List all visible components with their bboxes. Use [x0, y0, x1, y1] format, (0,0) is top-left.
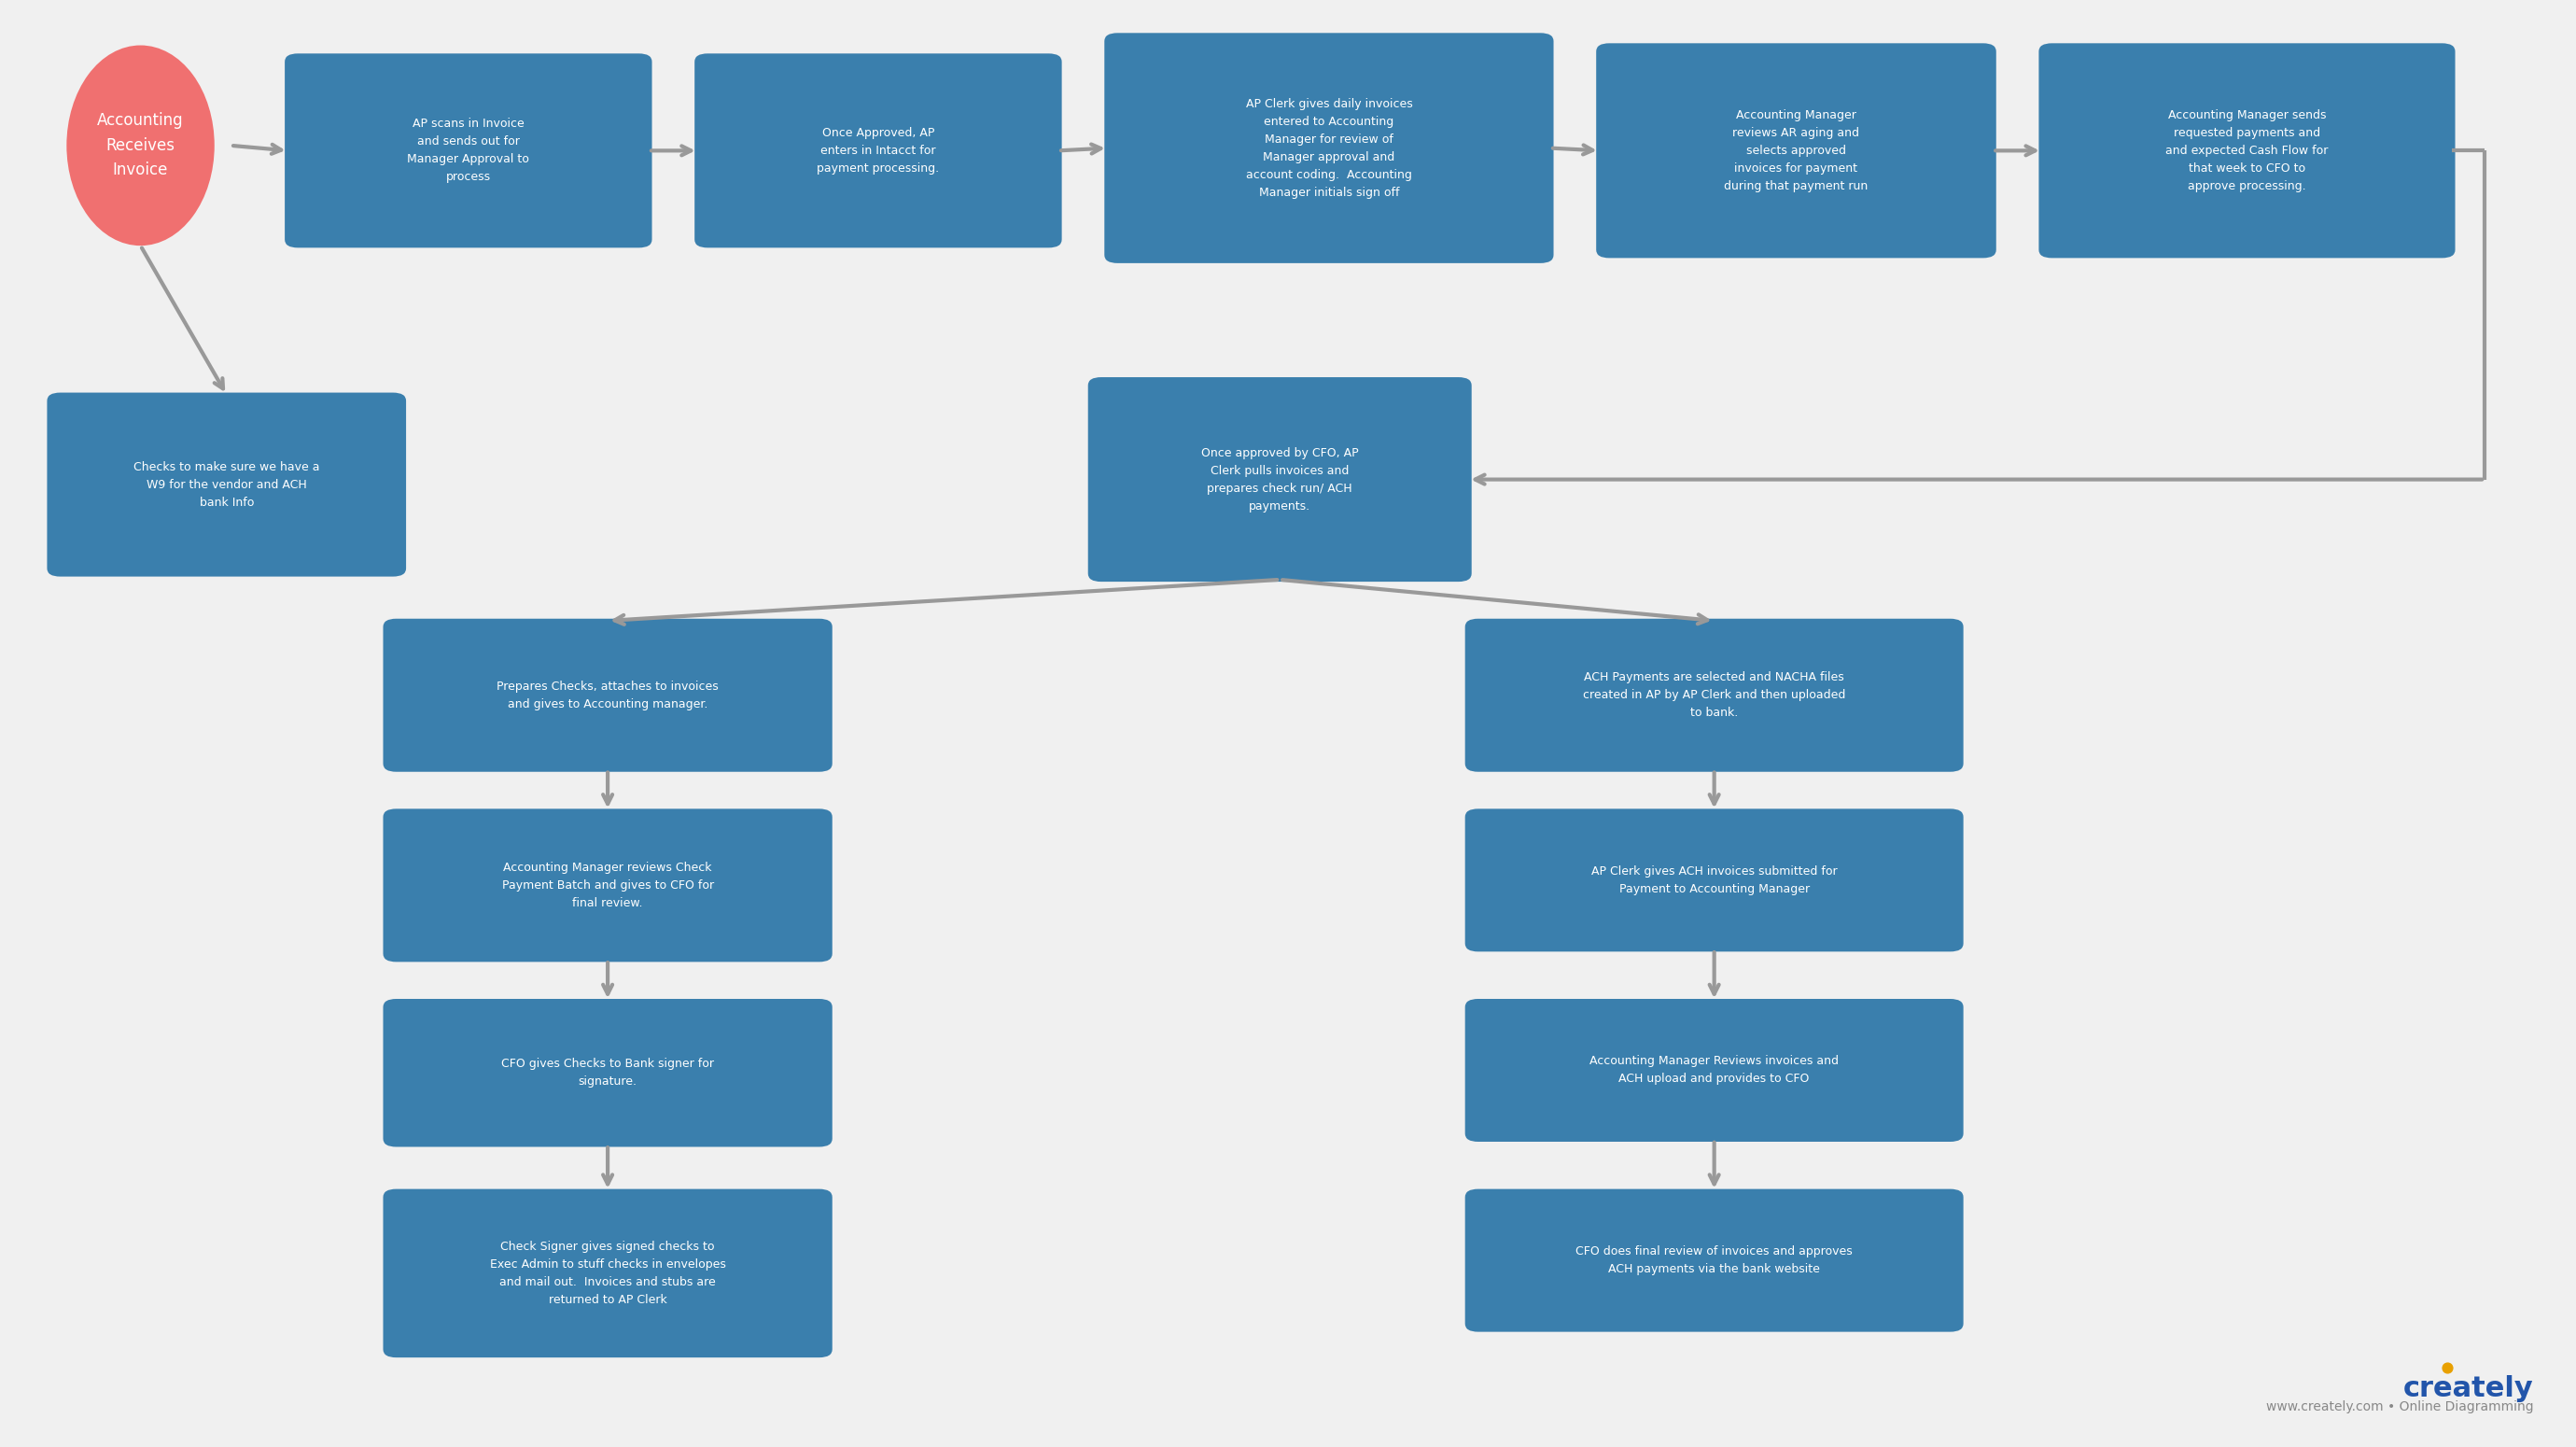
Point	[2427, 1356, 2468, 1379]
FancyBboxPatch shape	[696, 54, 1061, 247]
FancyBboxPatch shape	[1466, 1189, 1963, 1331]
FancyBboxPatch shape	[1597, 43, 1996, 258]
Text: Accounting Manager sends
requested payments and
and expected Cash Flow for
that : Accounting Manager sends requested payme…	[2166, 109, 2329, 192]
FancyBboxPatch shape	[384, 998, 832, 1147]
FancyBboxPatch shape	[1466, 998, 1963, 1142]
Text: Accounting Manager Reviews invoices and
ACH upload and provides to CFO: Accounting Manager Reviews invoices and …	[1589, 1055, 1839, 1085]
Text: Accounting Manager reviews Check
Payment Batch and gives to CFO for
final review: Accounting Manager reviews Check Payment…	[502, 861, 714, 909]
Text: Accounting
Receives
Invoice: Accounting Receives Invoice	[98, 113, 183, 178]
Text: Check Signer gives signed checks to
Exec Admin to stuff checks in envelopes
and : Check Signer gives signed checks to Exec…	[489, 1240, 726, 1307]
Text: AP Clerk gives ACH invoices submitted for
Payment to Accounting Manager: AP Clerk gives ACH invoices submitted fo…	[1592, 865, 1837, 896]
FancyBboxPatch shape	[1105, 33, 1553, 263]
Text: Once approved by CFO, AP
Clerk pulls invoices and
prepares check run/ ACH
paymen: Once approved by CFO, AP Clerk pulls inv…	[1200, 447, 1358, 512]
Text: Accounting Manager
reviews AR aging and
selects approved
invoices for payment
du: Accounting Manager reviews AR aging and …	[1723, 109, 1868, 192]
FancyBboxPatch shape	[1466, 809, 1963, 952]
Text: ACH Payments are selected and NACHA files
created in AP by AP Clerk and then upl: ACH Payments are selected and NACHA file…	[1582, 671, 1844, 719]
FancyBboxPatch shape	[1466, 619, 1963, 771]
FancyBboxPatch shape	[1087, 378, 1471, 582]
FancyBboxPatch shape	[2038, 43, 2455, 258]
FancyBboxPatch shape	[384, 619, 832, 771]
Text: CFO gives Checks to Bank signer for
signature.: CFO gives Checks to Bank signer for sign…	[502, 1058, 714, 1088]
Ellipse shape	[67, 45, 214, 246]
Text: creately: creately	[2403, 1375, 2535, 1402]
Text: Prepares Checks, attaches to invoices
and gives to Accounting manager.: Prepares Checks, attaches to invoices an…	[497, 680, 719, 710]
FancyBboxPatch shape	[384, 809, 832, 962]
FancyBboxPatch shape	[46, 392, 407, 576]
FancyBboxPatch shape	[286, 54, 652, 247]
Text: AP scans in Invoice
and sends out for
Manager Approval to
process: AP scans in Invoice and sends out for Ma…	[407, 119, 531, 184]
Text: Checks to make sure we have a
W9 for the vendor and ACH
bank Info: Checks to make sure we have a W9 for the…	[134, 460, 319, 508]
FancyBboxPatch shape	[384, 1189, 832, 1357]
Text: AP Clerk gives daily invoices
entered to Accounting
Manager for review of
Manage: AP Clerk gives daily invoices entered to…	[1247, 97, 1412, 198]
Text: Once Approved, AP
enters in Intacct for
payment processing.: Once Approved, AP enters in Intacct for …	[817, 127, 940, 175]
Text: CFO does final review of invoices and approves
ACH payments via the bank website: CFO does final review of invoices and ap…	[1577, 1246, 1852, 1275]
Text: www.creately.com • Online Diagramming: www.creately.com • Online Diagramming	[2267, 1401, 2535, 1414]
